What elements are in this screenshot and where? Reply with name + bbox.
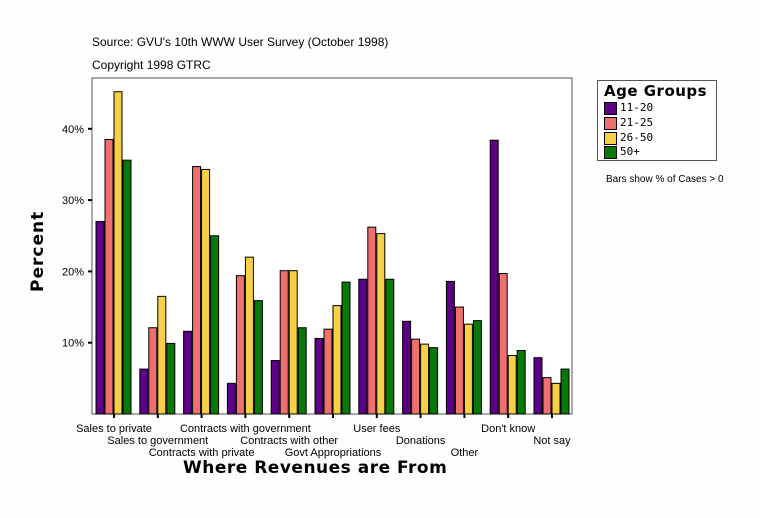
- bar-11-20-contracts-with-private: [183, 330, 193, 415]
- legend-label: 50+: [620, 145, 640, 158]
- legend-swatch: [604, 145, 617, 159]
- bar-26-50-user-fees: [376, 233, 386, 415]
- bar-50+-other: [472, 320, 482, 415]
- x-tick-label: Donations: [396, 435, 446, 447]
- x-tick-label: Don't know: [481, 423, 535, 435]
- x-tick-label: User fees: [353, 423, 401, 435]
- legend-item: 21-25: [604, 116, 654, 130]
- x-tick-label: Not say: [533, 435, 571, 447]
- y-axis-label: Percent: [28, 210, 48, 292]
- y-tick-label: 30%: [62, 195, 84, 207]
- bar-26-50-contracts-with-government: [244, 256, 254, 415]
- x-tick-label: Other: [451, 447, 479, 459]
- bar-11-20-not-say: [533, 357, 543, 415]
- x-tick-label: Contracts with government: [180, 423, 311, 435]
- bar-50+-sales-to-private: [122, 159, 132, 415]
- bar-11-20-govt-appropriations: [314, 337, 324, 415]
- bar-50+-govt-appropriations: [341, 281, 351, 415]
- bar-21-25-donations: [411, 338, 421, 415]
- bar-21-25-don-t-know: [498, 273, 508, 415]
- x-tick-label: Contracts with private: [149, 447, 255, 459]
- legend-swatch: [604, 131, 617, 145]
- bar-26-50-sales-to-government: [157, 295, 167, 415]
- bar-26-50-don-t-know: [507, 355, 517, 415]
- x-tick-label: Sales to government: [107, 435, 208, 447]
- legend-label: 26-50: [620, 131, 654, 144]
- bar-50+-not-say: [560, 368, 570, 415]
- bar-21-25-sales-to-private: [104, 138, 114, 415]
- legend-label: 21-25: [620, 116, 654, 129]
- bar-26-50-sales-to-private: [113, 91, 123, 415]
- bar-21-25-user-fees: [367, 226, 377, 415]
- bar-50+-contracts-with-government: [253, 300, 263, 415]
- bar-26-50-other: [463, 323, 473, 415]
- bar-21-25-contracts-with-private: [192, 166, 202, 415]
- legend: Age Groups 11-20 21-25 26-50 50+: [597, 80, 717, 161]
- bar-11-20-sales-to-private: [95, 220, 105, 415]
- note-text: Bars show % of Cases > 0: [606, 174, 724, 185]
- bar-50+-sales-to-government: [166, 342, 176, 415]
- legend-label: 11-20: [620, 101, 654, 114]
- legend-item: 11-20: [604, 101, 654, 115]
- bar-50+-user-fees: [385, 278, 395, 415]
- x-tick-label: Sales to private: [76, 423, 152, 435]
- bar-11-20-donations: [402, 320, 412, 415]
- x-tick-label: Contracts with other: [240, 435, 338, 447]
- legend-swatch: [604, 116, 617, 130]
- bar-11-20-don-t-know: [489, 139, 499, 415]
- bar-50+-donations: [429, 347, 439, 415]
- bar-21-25-not-say: [542, 377, 552, 415]
- bar-26-50-contracts-with-other: [288, 270, 298, 415]
- bar-21-25-other: [454, 306, 464, 415]
- bar-21-25-contracts-with-other: [279, 270, 289, 415]
- x-tick-label: Govt Appropriations: [285, 447, 382, 459]
- bar-11-20-sales-to-government: [139, 368, 149, 415]
- bar-11-20-contracts-with-government: [226, 382, 236, 415]
- bar-50+-contracts-with-private: [210, 235, 220, 415]
- x-axis-label: Where Revenues are From: [183, 458, 448, 478]
- bar-11-20-contracts-with-other: [270, 360, 280, 415]
- bar-21-25-sales-to-government: [148, 327, 158, 415]
- source-text: Source: GVU's 10th WWW User Survey (Octo…: [92, 35, 389, 49]
- y-tick-label: 40%: [62, 124, 84, 136]
- bar-50+-contracts-with-other: [297, 327, 307, 415]
- bar-26-50-donations: [420, 343, 430, 415]
- bar-21-25-govt-appropriations: [323, 328, 333, 415]
- bar-21-25-contracts-with-government: [235, 275, 245, 415]
- bar-11-20-other: [445, 280, 455, 415]
- bar-26-50-not-say: [551, 382, 561, 415]
- legend-title: Age Groups: [604, 82, 708, 100]
- legend-item: 50+: [604, 145, 640, 159]
- bar-50+-don-t-know: [516, 350, 526, 415]
- legend-item: 26-50: [604, 131, 654, 145]
- bar-26-50-contracts-with-private: [201, 168, 211, 415]
- legend-swatch: [604, 101, 617, 115]
- y-tick-label: 10%: [62, 338, 84, 350]
- bar-11-20-user-fees: [358, 278, 368, 415]
- y-tick-label: 20%: [62, 266, 84, 278]
- copyright-text: Copyright 1998 GTRC: [92, 58, 211, 72]
- bar-26-50-govt-appropriations: [332, 305, 342, 415]
